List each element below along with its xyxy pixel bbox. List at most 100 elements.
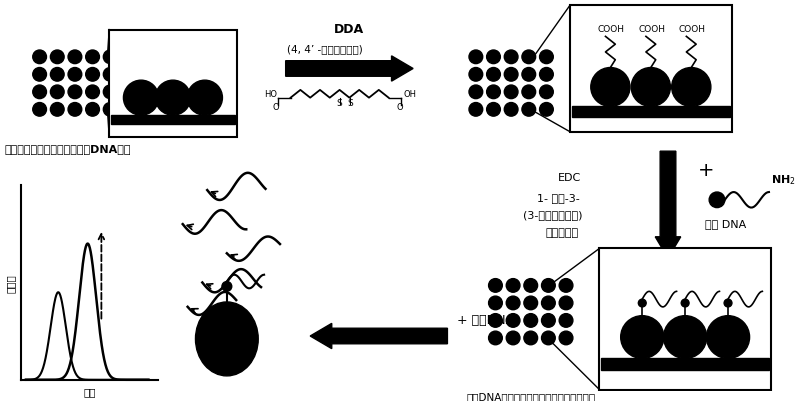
Circle shape [469, 86, 482, 99]
Text: 探针 DNA: 探针 DNA [706, 219, 746, 229]
Circle shape [663, 316, 706, 358]
Circle shape [123, 81, 158, 116]
Circle shape [50, 51, 64, 65]
Circle shape [489, 296, 502, 310]
Circle shape [33, 103, 46, 117]
Circle shape [33, 68, 46, 82]
Circle shape [590, 68, 630, 107]
Circle shape [486, 68, 500, 82]
Circle shape [222, 282, 232, 292]
Circle shape [524, 314, 538, 328]
Circle shape [504, 103, 518, 117]
Text: HO: HO [264, 89, 277, 99]
Text: 波长: 波长 [83, 387, 96, 396]
Circle shape [506, 279, 520, 292]
FancyArrow shape [655, 152, 681, 259]
Bar [602, 358, 769, 370]
Circle shape [522, 68, 536, 82]
Circle shape [86, 51, 99, 65]
Text: S: S [337, 99, 342, 108]
Circle shape [542, 314, 555, 328]
Circle shape [539, 103, 554, 117]
Circle shape [524, 296, 538, 310]
Circle shape [638, 300, 646, 307]
Circle shape [542, 331, 555, 345]
Circle shape [50, 86, 64, 99]
Circle shape [155, 81, 190, 116]
Text: OH: OH [403, 89, 416, 99]
Circle shape [504, 86, 518, 99]
Circle shape [103, 68, 117, 82]
Circle shape [631, 68, 670, 107]
Text: COOH: COOH [598, 24, 625, 33]
Circle shape [522, 103, 536, 117]
Bar [599, 249, 771, 389]
Circle shape [522, 51, 536, 65]
Circle shape [103, 86, 117, 99]
Text: O: O [273, 103, 279, 112]
Text: (3-二甲基氨丙基): (3-二甲基氨丙基) [522, 210, 582, 220]
Circle shape [187, 81, 222, 116]
Circle shape [50, 68, 64, 82]
Circle shape [68, 86, 82, 99]
Text: 碳化二亚胺: 碳化二亚胺 [546, 227, 578, 237]
Circle shape [524, 279, 538, 292]
Text: + 目标DNA: + 目标DNA [458, 314, 514, 326]
Ellipse shape [195, 302, 258, 376]
Circle shape [724, 300, 732, 307]
Text: (4, 4’ -二硫代二丁酸): (4, 4’ -二硫代二丁酸) [287, 44, 362, 54]
Circle shape [559, 279, 573, 292]
Bar [570, 6, 732, 132]
Circle shape [68, 68, 82, 82]
Text: 吸收値: 吸收値 [6, 273, 15, 292]
Circle shape [706, 316, 750, 358]
Circle shape [539, 51, 554, 65]
Circle shape [50, 103, 64, 117]
Text: O: O [397, 103, 403, 112]
Circle shape [542, 279, 555, 292]
Text: EDC: EDC [558, 173, 582, 183]
Circle shape [559, 331, 573, 345]
Circle shape [86, 86, 99, 99]
Circle shape [504, 51, 518, 65]
Text: 1- 乙基-3-: 1- 乙基-3- [537, 192, 579, 203]
Circle shape [542, 296, 555, 310]
Circle shape [103, 51, 117, 65]
Circle shape [33, 86, 46, 99]
Circle shape [672, 68, 711, 107]
Circle shape [486, 86, 500, 99]
Bar [572, 107, 730, 117]
Bar [111, 116, 234, 124]
FancyArrow shape [310, 324, 447, 349]
Text: 探针DNA的固定（缧基和胺基之间共价键）: 探针DNA的固定（缧基和胺基之间共价键） [466, 391, 595, 401]
Circle shape [103, 103, 117, 117]
Circle shape [486, 103, 500, 117]
Text: S: S [347, 99, 353, 108]
Circle shape [86, 68, 99, 82]
Text: DDA: DDA [334, 22, 365, 35]
Circle shape [33, 51, 46, 65]
Circle shape [86, 103, 99, 117]
Circle shape [469, 103, 482, 117]
Circle shape [559, 296, 573, 310]
Circle shape [539, 86, 554, 99]
Text: COOH: COOH [638, 24, 665, 33]
Circle shape [506, 314, 520, 328]
Circle shape [709, 192, 725, 208]
Circle shape [524, 331, 538, 345]
Circle shape [489, 279, 502, 292]
Circle shape [469, 68, 482, 82]
Circle shape [469, 51, 482, 65]
Circle shape [539, 68, 554, 82]
FancyArrow shape [286, 57, 413, 82]
Circle shape [489, 331, 502, 345]
Circle shape [621, 316, 664, 358]
Bar [110, 30, 237, 137]
Circle shape [506, 296, 520, 310]
Circle shape [522, 86, 536, 99]
Text: 多点金属封端的纳米结构阵列DNA芯片: 多点金属封端的纳米结构阵列DNA芯片 [4, 144, 131, 154]
Circle shape [489, 314, 502, 328]
Text: COOH: COOH [678, 24, 706, 33]
Circle shape [682, 300, 689, 307]
Circle shape [486, 51, 500, 65]
